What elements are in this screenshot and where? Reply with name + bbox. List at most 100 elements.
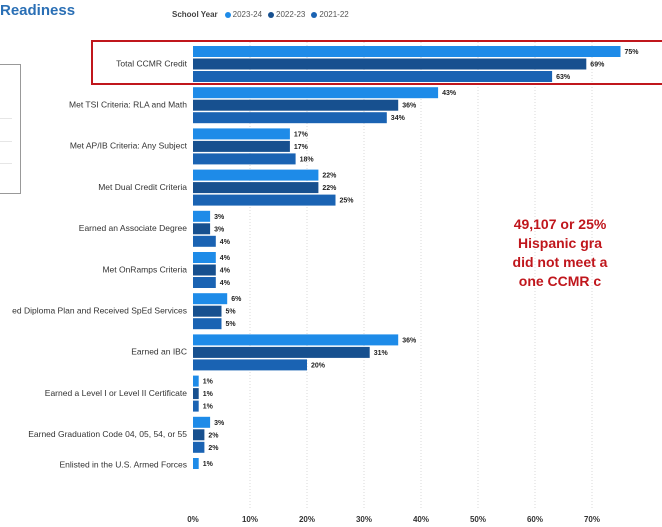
bar-2022-23 (193, 223, 211, 235)
legend-title: School Year (172, 10, 218, 19)
bar-value-label: 69% (590, 62, 605, 69)
callout-text: 49,107 or 25% Hispanic gra did not meet … (460, 215, 660, 291)
bar-value-label: 2% (208, 432, 219, 439)
bar-value-label: 20% (311, 362, 326, 369)
bar-2023-24 (193, 458, 199, 469)
bar-value-label: 2% (208, 445, 219, 452)
bar-2023-24 (193, 416, 211, 428)
bar-2021-22 (193, 318, 222, 330)
bar-2023-24 (193, 210, 211, 222)
category-label: Met AP/IB Criteria: Any Subject (70, 141, 188, 151)
bar-value-label: 4% (220, 268, 231, 275)
bar-value-label: 1% (203, 391, 214, 398)
callout-line: 49,107 or 25% (513, 216, 607, 232)
bar-value-label: 4% (220, 239, 231, 246)
callout-line: one CCMR c (518, 273, 602, 289)
bar-2022-23 (193, 99, 399, 111)
page-title: Readiness (0, 2, 76, 19)
bar-value-label: 17% (294, 131, 309, 138)
bar-2021-22 (193, 277, 216, 288)
legend-label: 2021-22 (319, 10, 349, 19)
bar-value-label: 25% (340, 198, 355, 205)
category-label: Earned Graduation Code 04, 05, 54, or 55 (28, 429, 187, 439)
bar-value-label: 1% (203, 461, 214, 468)
category-label: Enlisted in the U.S. Armed Forces (59, 459, 187, 469)
bar-2023-24 (193, 169, 319, 181)
bar-value-label: 4% (220, 280, 231, 287)
bar-2023-24 (193, 252, 216, 263)
bar-value-label: 3% (214, 420, 225, 427)
bar-2022-23 (193, 429, 205, 441)
side-divider (0, 141, 12, 142)
x-tick-label: 10% (242, 515, 258, 524)
side-divider (0, 118, 12, 119)
side-panel-fragment (0, 64, 21, 194)
bar-2022-23 (193, 346, 370, 358)
bar-2023-24 (193, 128, 290, 140)
bar-value-label: 6% (231, 296, 242, 303)
legend-dot-icon (268, 11, 275, 18)
bar-2023-24 (193, 334, 399, 346)
x-tick-label: 70% (584, 515, 600, 524)
bar-2022-23 (193, 140, 290, 152)
bar-2023-24 (193, 87, 439, 99)
bar-value-label: 31% (374, 350, 389, 357)
bar-value-label: 1% (203, 404, 214, 411)
bar-value-label: 18% (300, 156, 315, 163)
category-label: Earned an IBC (131, 347, 187, 357)
bar-value-label: 1% (203, 379, 214, 386)
x-tick-label: 30% (356, 515, 372, 524)
bar-value-label: 3% (214, 226, 225, 233)
bar-value-label: 22% (322, 173, 337, 180)
category-label: ed Diploma Plan and Received SpEd Servic… (12, 305, 187, 315)
bar-2022-23 (193, 182, 319, 194)
x-tick-label: 60% (527, 515, 543, 524)
chart-legend: School Year 2023-24 2022-23 2021-22 (172, 10, 351, 19)
bar-2023-24 (193, 375, 199, 387)
bar-2021-22 (193, 359, 307, 371)
callout-line: did not meet a (512, 254, 608, 270)
bar-value-label: 3% (214, 214, 225, 221)
bar-2021-22 (193, 441, 205, 453)
bar-2023-24 (193, 293, 228, 305)
bar-2021-22 (193, 112, 387, 124)
legend-item-2023-24[interactable]: 2023-24 (224, 10, 263, 19)
bar-2022-23 (193, 264, 216, 276)
bar-2021-22 (193, 194, 336, 206)
x-tick-label: 50% (470, 515, 486, 524)
legend-label: 2022-23 (276, 10, 306, 19)
bar-2022-23 (193, 305, 222, 317)
bar-value-label: 75% (625, 49, 640, 56)
bar-2022-23 (193, 388, 199, 400)
category-label: Met TSI Criteria: RLA and Math (69, 99, 187, 109)
x-tick-label: 20% (299, 515, 315, 524)
bar-value-label: 5% (226, 321, 237, 328)
callout-line: Hispanic gra (517, 235, 603, 251)
legend-label: 2023-24 (232, 10, 263, 19)
bar-2022-23 (193, 58, 587, 70)
bar-value-label: 22% (322, 185, 337, 192)
bar-2021-22 (193, 153, 296, 165)
bar-value-label: 5% (226, 309, 237, 316)
bar-value-label: 63% (556, 74, 571, 81)
bar-value-label: 34% (391, 115, 406, 122)
bar-value-label: 43% (442, 90, 457, 97)
category-label: Earned a Level I or Level II Certificate (45, 388, 187, 398)
category-label: Total CCMR Credit (116, 58, 187, 68)
x-tick-label: 40% (413, 515, 429, 524)
bar-2021-22 (193, 71, 553, 82)
bar-2021-22 (193, 400, 199, 412)
category-label: Earned an Associate Degree (79, 223, 187, 233)
category-label: Met Dual Credit Criteria (98, 182, 187, 192)
bar-value-label: 4% (220, 255, 231, 262)
legend-dot-icon (311, 11, 318, 18)
bar-2023-24 (193, 46, 621, 57)
legend-dot-icon (224, 11, 231, 18)
bar-value-label: 36% (402, 337, 417, 344)
side-divider (0, 163, 12, 164)
legend-item-2021-22[interactable]: 2021-22 (311, 10, 349, 19)
legend-item-2022-23[interactable]: 2022-23 (268, 10, 305, 19)
bar-2021-22 (193, 235, 216, 247)
bar-value-label: 36% (402, 103, 417, 110)
